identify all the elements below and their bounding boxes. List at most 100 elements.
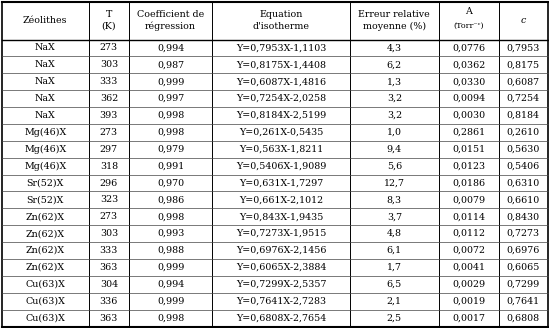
Text: 1,7: 1,7	[387, 263, 402, 272]
Text: 318: 318	[100, 162, 118, 171]
Text: Y=0,261X-0,5435: Y=0,261X-0,5435	[239, 128, 323, 137]
Text: 297: 297	[100, 145, 118, 154]
Text: 0,0072: 0,0072	[452, 246, 485, 255]
Text: Y=0,5406X-1,9089: Y=0,5406X-1,9089	[236, 162, 326, 171]
Text: 0,0019: 0,0019	[452, 297, 485, 306]
Text: 3,2: 3,2	[387, 111, 402, 120]
Text: 1,3: 1,3	[387, 77, 402, 86]
Text: NaX: NaX	[35, 60, 55, 69]
Text: 0,0123: 0,0123	[452, 162, 485, 171]
Text: Mg(46)X: Mg(46)X	[24, 128, 66, 137]
Text: NaX: NaX	[35, 111, 55, 120]
Text: 0,999: 0,999	[157, 77, 184, 86]
Text: Zn(62)X: Zn(62)X	[26, 263, 65, 272]
Text: Y=0,7641X-2,7283: Y=0,7641X-2,7283	[236, 297, 326, 306]
Text: 0,999: 0,999	[157, 297, 184, 306]
Text: 0,7953: 0,7953	[506, 43, 540, 52]
Text: Y=0,7273X-1,9515: Y=0,7273X-1,9515	[236, 229, 326, 238]
Text: Y=0,7254X-2,0258: Y=0,7254X-2,0258	[236, 94, 326, 103]
Text: 0,2610: 0,2610	[507, 128, 540, 137]
Text: Zn(62)X: Zn(62)X	[26, 212, 65, 221]
Text: Mg(46)X: Mg(46)X	[24, 145, 66, 154]
Text: 6,5: 6,5	[386, 280, 402, 289]
Text: (Torr⁻ᶜ): (Torr⁻ᶜ)	[453, 22, 484, 30]
Text: 0,7273: 0,7273	[507, 229, 540, 238]
Text: 0,986: 0,986	[157, 195, 184, 204]
Text: Y=0,563X-1,8211: Y=0,563X-1,8211	[239, 145, 323, 154]
Text: 0,994: 0,994	[157, 280, 184, 289]
Text: 393: 393	[100, 111, 118, 120]
Text: 0,6976: 0,6976	[506, 246, 540, 255]
Text: Mg(46)X: Mg(46)X	[24, 162, 66, 171]
Text: Y=0,661X-2,1012: Y=0,661X-2,1012	[239, 195, 323, 204]
Text: 0,0029: 0,0029	[452, 280, 485, 289]
Text: 0,7299: 0,7299	[507, 280, 540, 289]
Text: 0,6087: 0,6087	[507, 77, 540, 86]
Text: 0,0112: 0,0112	[452, 229, 485, 238]
Text: Zn(62)X: Zn(62)X	[26, 246, 65, 255]
Text: 2,5: 2,5	[387, 314, 402, 322]
Text: 0,997: 0,997	[157, 94, 184, 103]
Text: 0,5406: 0,5406	[507, 162, 540, 171]
Text: 273: 273	[100, 212, 118, 221]
Text: 0,0186: 0,0186	[452, 178, 485, 188]
Text: 303: 303	[100, 60, 118, 69]
Text: 0,998: 0,998	[157, 314, 184, 322]
Text: 12,7: 12,7	[384, 178, 405, 188]
Text: 6,2: 6,2	[387, 60, 402, 69]
Text: 273: 273	[100, 128, 118, 137]
Text: Sr(52)X: Sr(52)X	[26, 195, 64, 204]
Text: 0,0094: 0,0094	[452, 94, 485, 103]
Text: Erreur relative
moyenne (%): Erreur relative moyenne (%)	[358, 10, 430, 31]
Text: 0,0151: 0,0151	[452, 145, 485, 154]
Text: 0,6808: 0,6808	[507, 314, 540, 322]
Text: 3,2: 3,2	[387, 94, 402, 103]
Text: 0,988: 0,988	[157, 246, 184, 255]
Text: 0,0041: 0,0041	[452, 263, 485, 272]
Text: A: A	[466, 7, 472, 16]
Text: 333: 333	[100, 77, 118, 86]
Text: NaX: NaX	[35, 94, 55, 103]
Text: Y=0,8175X-1,4408: Y=0,8175X-1,4408	[236, 60, 326, 69]
Text: T
(K): T (K)	[102, 10, 116, 31]
Text: 0,0030: 0,0030	[452, 111, 485, 120]
Text: 304: 304	[100, 280, 118, 289]
Text: Y=0,6808X-2,7654: Y=0,6808X-2,7654	[236, 314, 326, 322]
Text: 0,6310: 0,6310	[507, 178, 540, 188]
Text: 5,6: 5,6	[386, 162, 402, 171]
Text: 0,0079: 0,0079	[452, 195, 485, 204]
Text: Y=0,631X-1,7297: Y=0,631X-1,7297	[239, 178, 323, 188]
Text: 0,8184: 0,8184	[507, 111, 540, 120]
Text: Cu(63)X: Cu(63)X	[25, 314, 65, 322]
Text: 0,998: 0,998	[157, 128, 184, 137]
Text: 323: 323	[100, 195, 118, 204]
Text: Sr(52)X: Sr(52)X	[26, 178, 64, 188]
Text: Zn(62)X: Zn(62)X	[26, 229, 65, 238]
Text: 0,8430: 0,8430	[507, 212, 540, 221]
Text: Y=0,6087X-1,4816: Y=0,6087X-1,4816	[236, 77, 326, 86]
Text: 0,979: 0,979	[157, 145, 184, 154]
Text: 0,991: 0,991	[157, 162, 184, 171]
Text: 0,998: 0,998	[157, 111, 184, 120]
Text: c: c	[520, 16, 526, 25]
Text: 363: 363	[100, 314, 118, 322]
Text: 362: 362	[100, 94, 118, 103]
Text: Cu(63)X: Cu(63)X	[25, 297, 65, 306]
Text: 0,6610: 0,6610	[507, 195, 540, 204]
Text: 0,0330: 0,0330	[452, 77, 485, 86]
Text: 0,2861: 0,2861	[452, 128, 485, 137]
Text: 0,7254: 0,7254	[507, 94, 540, 103]
Text: 3,7: 3,7	[387, 212, 402, 221]
Text: 0,998: 0,998	[157, 212, 184, 221]
Text: 0,993: 0,993	[157, 229, 184, 238]
Text: 333: 333	[100, 246, 118, 255]
Text: Zéolithes: Zéolithes	[23, 16, 68, 25]
Text: NaX: NaX	[35, 43, 55, 52]
Text: 1,0: 1,0	[387, 128, 402, 137]
Text: 0,0017: 0,0017	[452, 314, 485, 322]
Text: Y=0,8184X-2,5199: Y=0,8184X-2,5199	[236, 111, 326, 120]
Text: Y=0,6976X-2,1456: Y=0,6976X-2,1456	[236, 246, 326, 255]
Text: Y=0,6065X-2,3884: Y=0,6065X-2,3884	[236, 263, 326, 272]
Text: 296: 296	[100, 178, 118, 188]
Text: 0,999: 0,999	[157, 263, 184, 272]
